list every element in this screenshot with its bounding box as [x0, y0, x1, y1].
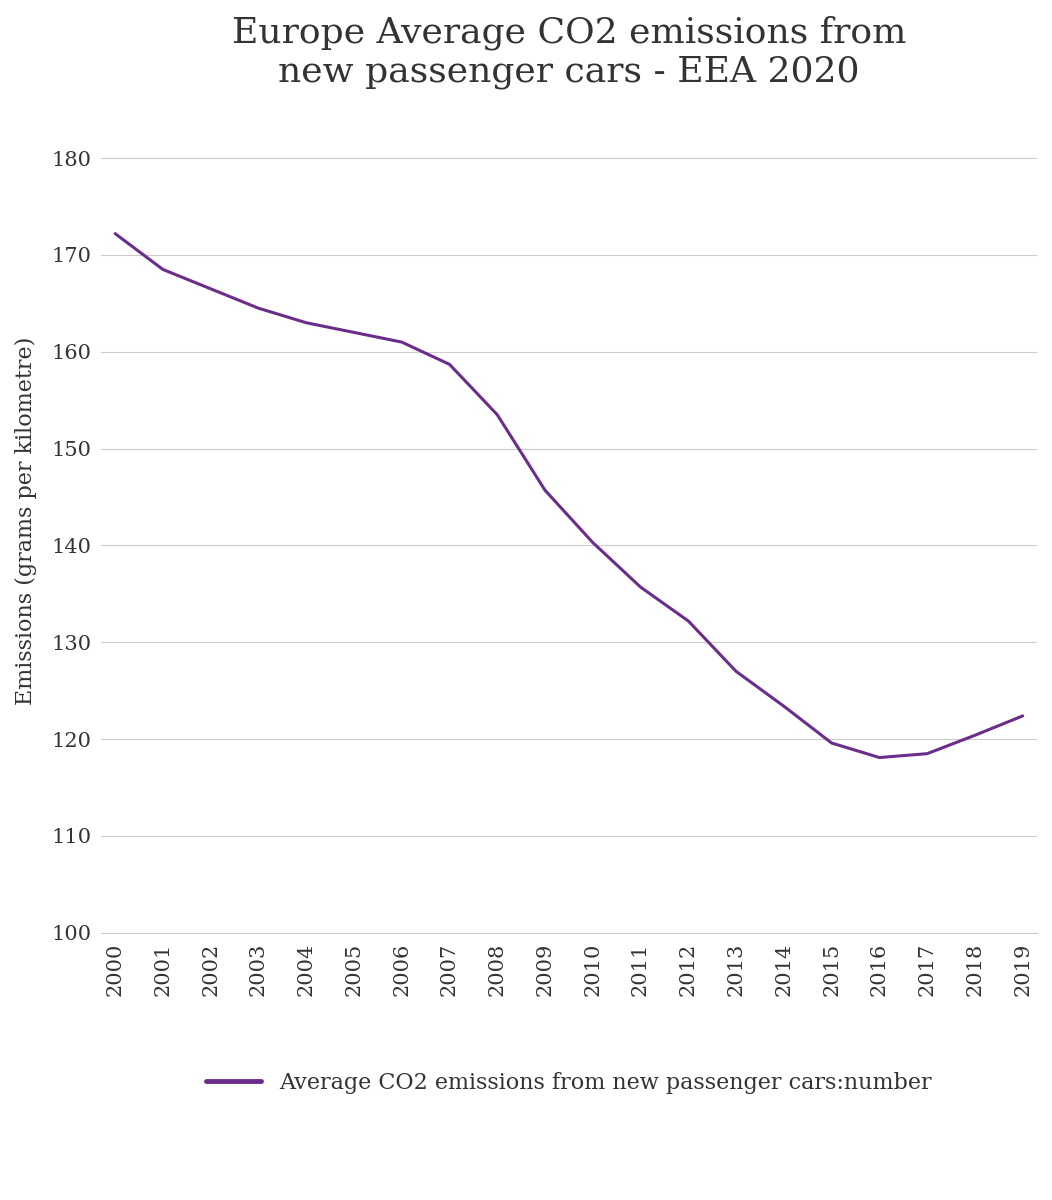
- Average CO2 emissions from new passenger cars:number: [1016, 709, 1029, 724]
- Legend: Average CO2 emissions from new passenger cars:number: Average CO2 emissions from new passenger…: [197, 1063, 940, 1103]
- Average CO2 emissions from new passenger cars:number: [204, 282, 217, 296]
- Average CO2 emissions from new passenger cars:number: [682, 614, 694, 629]
- Average CO2 emissions from new passenger cars:number: [108, 227, 121, 241]
- Average CO2 emissions from new passenger cars:number: [491, 408, 504, 422]
- Average CO2 emissions from new passenger cars:number: [157, 263, 169, 277]
- Average CO2 emissions from new passenger cars:number: [920, 746, 933, 761]
- Average CO2 emissions from new passenger cars:number: [634, 580, 647, 594]
- Average CO2 emissions from new passenger cars:number: [347, 325, 360, 340]
- Average CO2 emissions from new passenger cars:number: [443, 358, 456, 372]
- Average CO2 emissions from new passenger cars:number: [826, 736, 838, 750]
- Average CO2 emissions from new passenger cars:number: [586, 535, 599, 550]
- Average CO2 emissions from new passenger cars:number: [396, 335, 408, 349]
- Title: Europe Average CO2 emissions from
new passenger cars - EEA 2020: Europe Average CO2 emissions from new pa…: [231, 14, 906, 90]
- Line: Average CO2 emissions from new passenger cars:number: Average CO2 emissions from new passenger…: [115, 234, 1023, 757]
- Average CO2 emissions from new passenger cars:number: [873, 750, 886, 764]
- Y-axis label: Emissions (grams per kilometre): Emissions (grams per kilometre): [15, 337, 37, 706]
- Average CO2 emissions from new passenger cars:number: [300, 316, 312, 330]
- Average CO2 emissions from new passenger cars:number: [730, 664, 743, 678]
- Average CO2 emissions from new passenger cars:number: [969, 728, 982, 743]
- Average CO2 emissions from new passenger cars:number: [252, 301, 265, 316]
- Average CO2 emissions from new passenger cars:number: [777, 700, 790, 714]
- Average CO2 emissions from new passenger cars:number: [539, 484, 551, 498]
